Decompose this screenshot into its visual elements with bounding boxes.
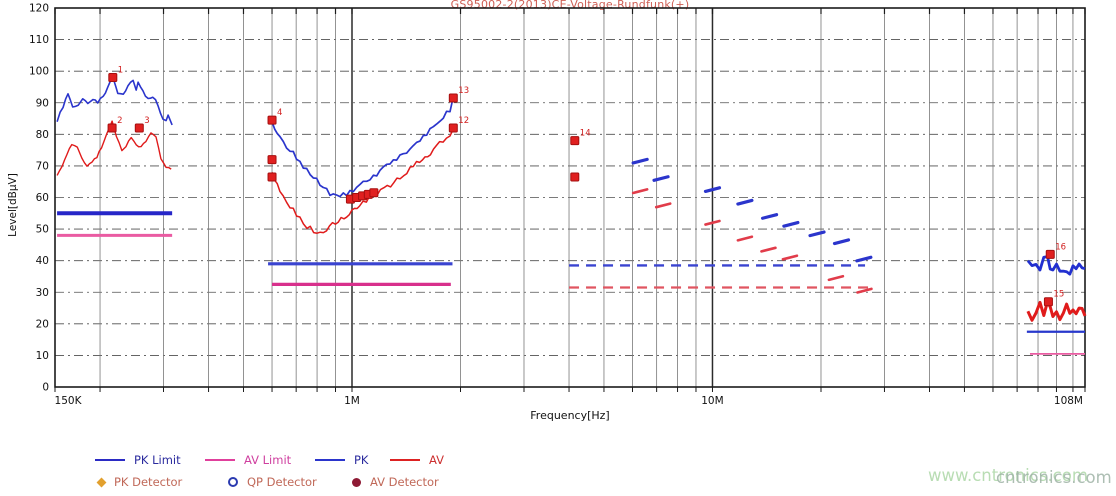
av-trace-mw-band <box>271 129 454 234</box>
y-tick-label: 120 <box>29 3 49 15</box>
y-tick-label: 40 <box>36 255 49 267</box>
chart-legend: PK Limit AV Limit PK AV PK Detector QP D… <box>0 443 700 496</box>
measurement-marker <box>267 155 277 165</box>
y-tick-label: 110 <box>29 34 49 46</box>
legend-label-av: AV <box>429 453 444 467</box>
measurement-marker <box>1043 297 1053 307</box>
pk-trace-lw-band <box>56 76 173 126</box>
watermark-text-gray: cntronics.com <box>996 468 1112 487</box>
pk-detector-diamond-icon <box>96 477 107 487</box>
pk-short-wave-bands <box>782 220 800 228</box>
legend-item-pk-detector: PK Detector <box>96 474 183 490</box>
av-detector-circle-icon <box>352 477 361 487</box>
chart-title: GS95002-2(2013)CE-Voltage-Rundfunk(+) <box>450 0 690 11</box>
measurement-marker <box>1045 249 1055 259</box>
pk-short-wave-bands <box>736 198 754 206</box>
marker-label: 15 <box>1053 290 1064 300</box>
legend-item-pk-limit: PK Limit <box>95 452 181 468</box>
plot-border <box>54 7 1086 388</box>
marker-label: 14 <box>580 129 591 139</box>
legend-label-av-detector: AV Detector <box>370 475 439 489</box>
pk-short-wave-bands <box>808 230 826 238</box>
marker-label: 16 <box>1055 242 1066 252</box>
legend-label-pk-detector: PK Detector <box>114 475 183 489</box>
pk-short-wave-bands <box>703 186 722 194</box>
pk-trace-mw-band <box>271 97 454 198</box>
y-tick-label: 90 <box>36 97 49 109</box>
av-short-wave-bands <box>760 246 777 253</box>
av-short-wave-bands <box>827 274 845 282</box>
av-short-wave-bands <box>736 235 754 242</box>
legend-item-av-limit: AV Limit <box>205 452 291 468</box>
legend-label-av-limit: AV Limit <box>244 453 292 467</box>
y-tick-label: 100 <box>29 66 49 78</box>
av-short-wave-bands <box>781 254 799 261</box>
measurement-marker <box>369 188 379 198</box>
legend-label-pk: PK <box>354 453 369 467</box>
y-tick-label: 70 <box>36 160 49 172</box>
av-swatch <box>390 459 420 461</box>
av-short-wave-bands <box>631 188 649 195</box>
av-short-wave-bands <box>654 202 672 209</box>
measurement-marker <box>570 172 580 182</box>
measurement-marker <box>107 123 117 133</box>
pk-short-wave-bands <box>760 213 779 220</box>
y-tick-label: 80 <box>36 129 49 141</box>
x-tick-label: 150K <box>55 395 83 407</box>
qp-detector-circle-icon <box>228 477 238 487</box>
pk-limit-swatch <box>95 459 125 461</box>
x-axis-label: Frequency[Hz] <box>530 409 610 422</box>
pk-short-wave-bands <box>855 255 873 263</box>
marker-label: 1 <box>118 65 123 75</box>
measurement-marker <box>108 72 118 82</box>
legend-item-av: AV <box>390 452 444 468</box>
x-tick-label: 108M <box>1054 395 1083 407</box>
measurement-marker <box>570 136 580 146</box>
measurement-marker <box>448 93 458 103</box>
y-tick-label: 20 <box>36 318 49 330</box>
pk-swatch <box>315 459 345 461</box>
av-short-wave-bands <box>856 287 873 294</box>
legend-label-pk-limit: PK Limit <box>134 453 181 467</box>
y-tick-label: 0 <box>42 382 49 394</box>
legend-item-av-detector: AV Detector <box>352 474 439 490</box>
measurement-marker <box>448 123 458 133</box>
pk-trace-fm-band <box>1026 255 1086 276</box>
y-tick-label: 30 <box>36 287 49 299</box>
x-tick-label: 10M <box>701 395 723 407</box>
watermark: www.cntronics.com cntronics.com <box>928 464 1116 492</box>
x-tick-label: 1M <box>344 395 360 407</box>
measurement-marker <box>134 123 144 133</box>
y-tick-label: 10 <box>36 350 49 362</box>
marker-label: 13 <box>458 86 469 96</box>
legend-label-qp-detector: QP Detector <box>247 475 317 489</box>
av-trace-fm-band <box>1026 300 1087 322</box>
marker-label: 2 <box>117 116 122 126</box>
y-axis-label: Level[dBµV] <box>7 173 19 237</box>
legend-item-pk: PK <box>315 452 368 468</box>
measurement-marker <box>267 115 277 125</box>
marker-label: 4 <box>277 108 282 118</box>
pk-short-wave-bands <box>832 238 851 246</box>
y-tick-label: 60 <box>36 192 49 204</box>
y-tick-label: 50 <box>36 224 49 236</box>
marker-label: 12 <box>458 116 469 126</box>
pk-short-wave-bands <box>652 175 670 182</box>
marker-label: 3 <box>144 116 149 126</box>
watermark-text-green: www.cntronics.com <box>928 466 1088 485</box>
av-limit-swatch <box>205 459 235 461</box>
legend-item-qp-detector: QP Detector <box>228 474 317 490</box>
measurement-marker <box>267 172 277 182</box>
av-short-wave-bands <box>704 219 721 226</box>
pk-short-wave-bands <box>631 157 649 165</box>
